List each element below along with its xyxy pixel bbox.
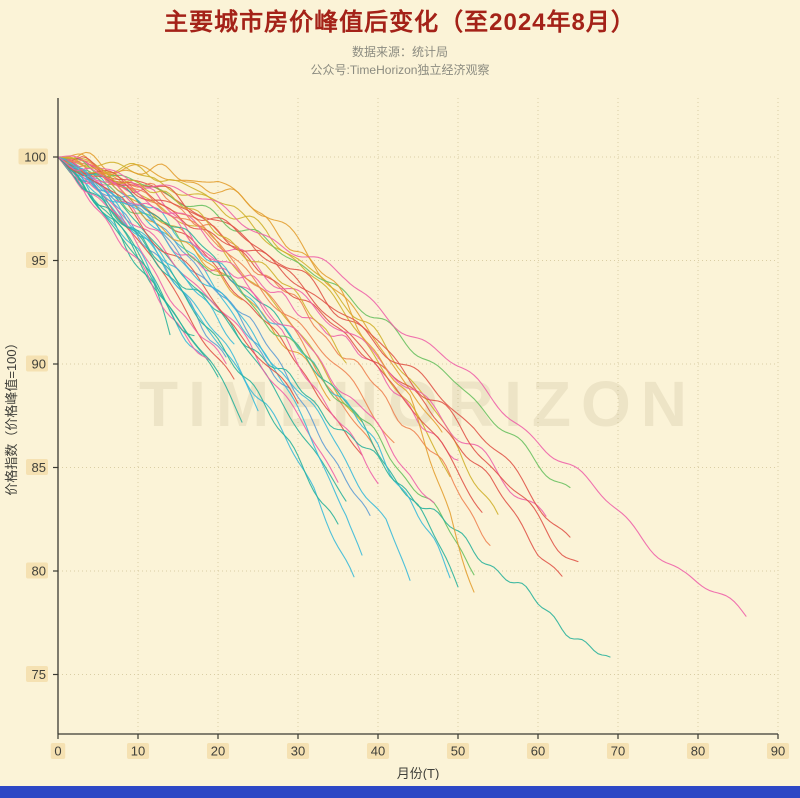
x-axis-ticks: 0 10 20 30 40 50 60 70 80 90 (50, 734, 789, 759)
svg-text:75: 75 (32, 667, 46, 682)
svg-text:0: 0 (54, 744, 61, 759)
svg-text:30: 30 (291, 744, 305, 759)
svg-text:85: 85 (32, 460, 46, 475)
axes (57, 98, 778, 735)
svg-text:90: 90 (771, 744, 785, 759)
svg-text:90: 90 (32, 357, 46, 372)
price-index-chart-svg: TIMEHORIZON 75 80 85 90 95 100 0 10 20 30 40 50 60 70 8… (4, 98, 789, 780)
data-source-subtitle: 数据来源：统计局 (351, 45, 448, 59)
svg-text:20: 20 (211, 744, 225, 759)
axis-labels: 月份(T) 价格指数（价格峰值=100） (4, 336, 439, 780)
watermark: TIMEHORIZON (139, 368, 697, 440)
svg-text:10: 10 (131, 744, 145, 759)
svg-text:100: 100 (24, 150, 46, 165)
svg-text:95: 95 (32, 253, 46, 268)
svg-text:40: 40 (371, 744, 385, 759)
footer-accent-bar (0, 786, 800, 798)
gridlines (57, 98, 779, 734)
svg-text:TIMEHORIZON: TIMEHORIZON (139, 368, 697, 440)
svg-text:60: 60 (531, 744, 545, 759)
svg-text:70: 70 (611, 744, 625, 759)
page-title: 主要城市房价峰值后变化（至2024年8月） (164, 9, 636, 36)
svg-text:价格指数（价格峰值=100）: 价格指数（价格峰值=100） (4, 336, 19, 495)
y-axis-ticks: 75 80 85 90 95 100 (18, 148, 58, 682)
svg-text:80: 80 (32, 564, 46, 579)
chart-header: 主要城市房价峰值后变化（至2024年8月） 数据来源：统计局 公众号:TimeH… (0, 0, 800, 78)
account-subtitle: 公众号:TimeHorizon独立经济观察 (310, 63, 490, 77)
svg-text:50: 50 (451, 744, 465, 759)
svg-text:月份(T): 月份(T) (397, 766, 440, 780)
svg-text:80: 80 (691, 744, 705, 759)
price-index-chart: TIMEHORIZON 75 80 85 90 95 100 0 10 20 30 40 50 60 70 8… (0, 78, 800, 780)
series-lines (57, 151, 747, 658)
